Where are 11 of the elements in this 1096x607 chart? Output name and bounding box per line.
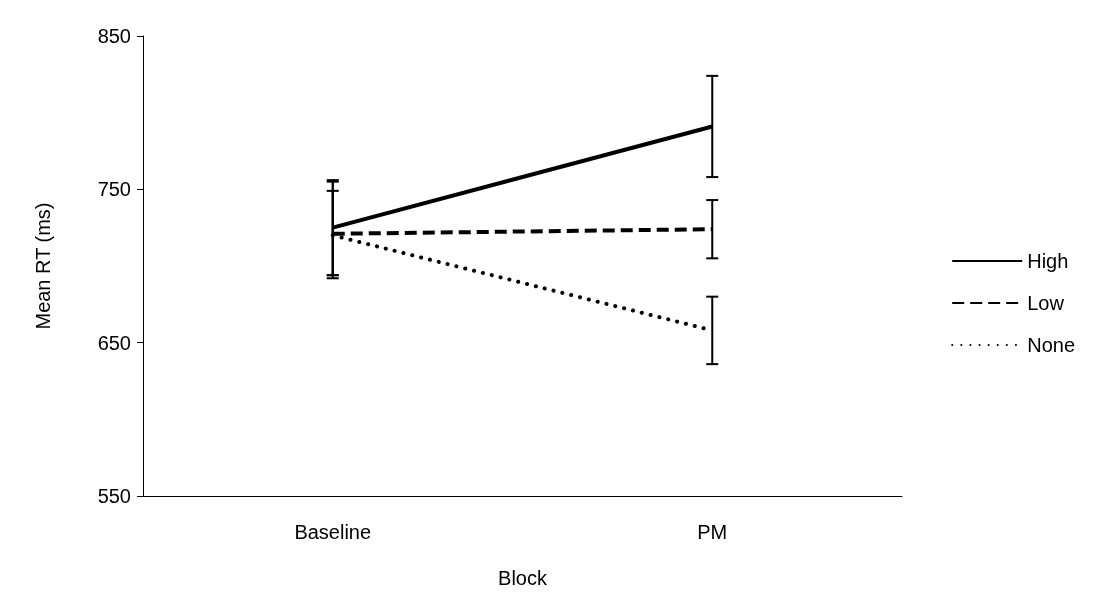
legend-label: Low [1027,292,1065,314]
x-tick-label: Baseline [294,521,372,543]
legend-label: None [1027,334,1075,356]
y-tick-label: 550 [97,485,131,507]
x-tick-label: PM [697,521,728,543]
y-axis-title: Mean RT (ms) [32,202,54,330]
y-tick-label: 850 [97,25,131,47]
y-tick-label: 650 [97,331,131,354]
legend-label: High [1027,250,1069,272]
y-tick-label: 750 [97,178,131,201]
x-axis-title: Block [498,567,548,589]
